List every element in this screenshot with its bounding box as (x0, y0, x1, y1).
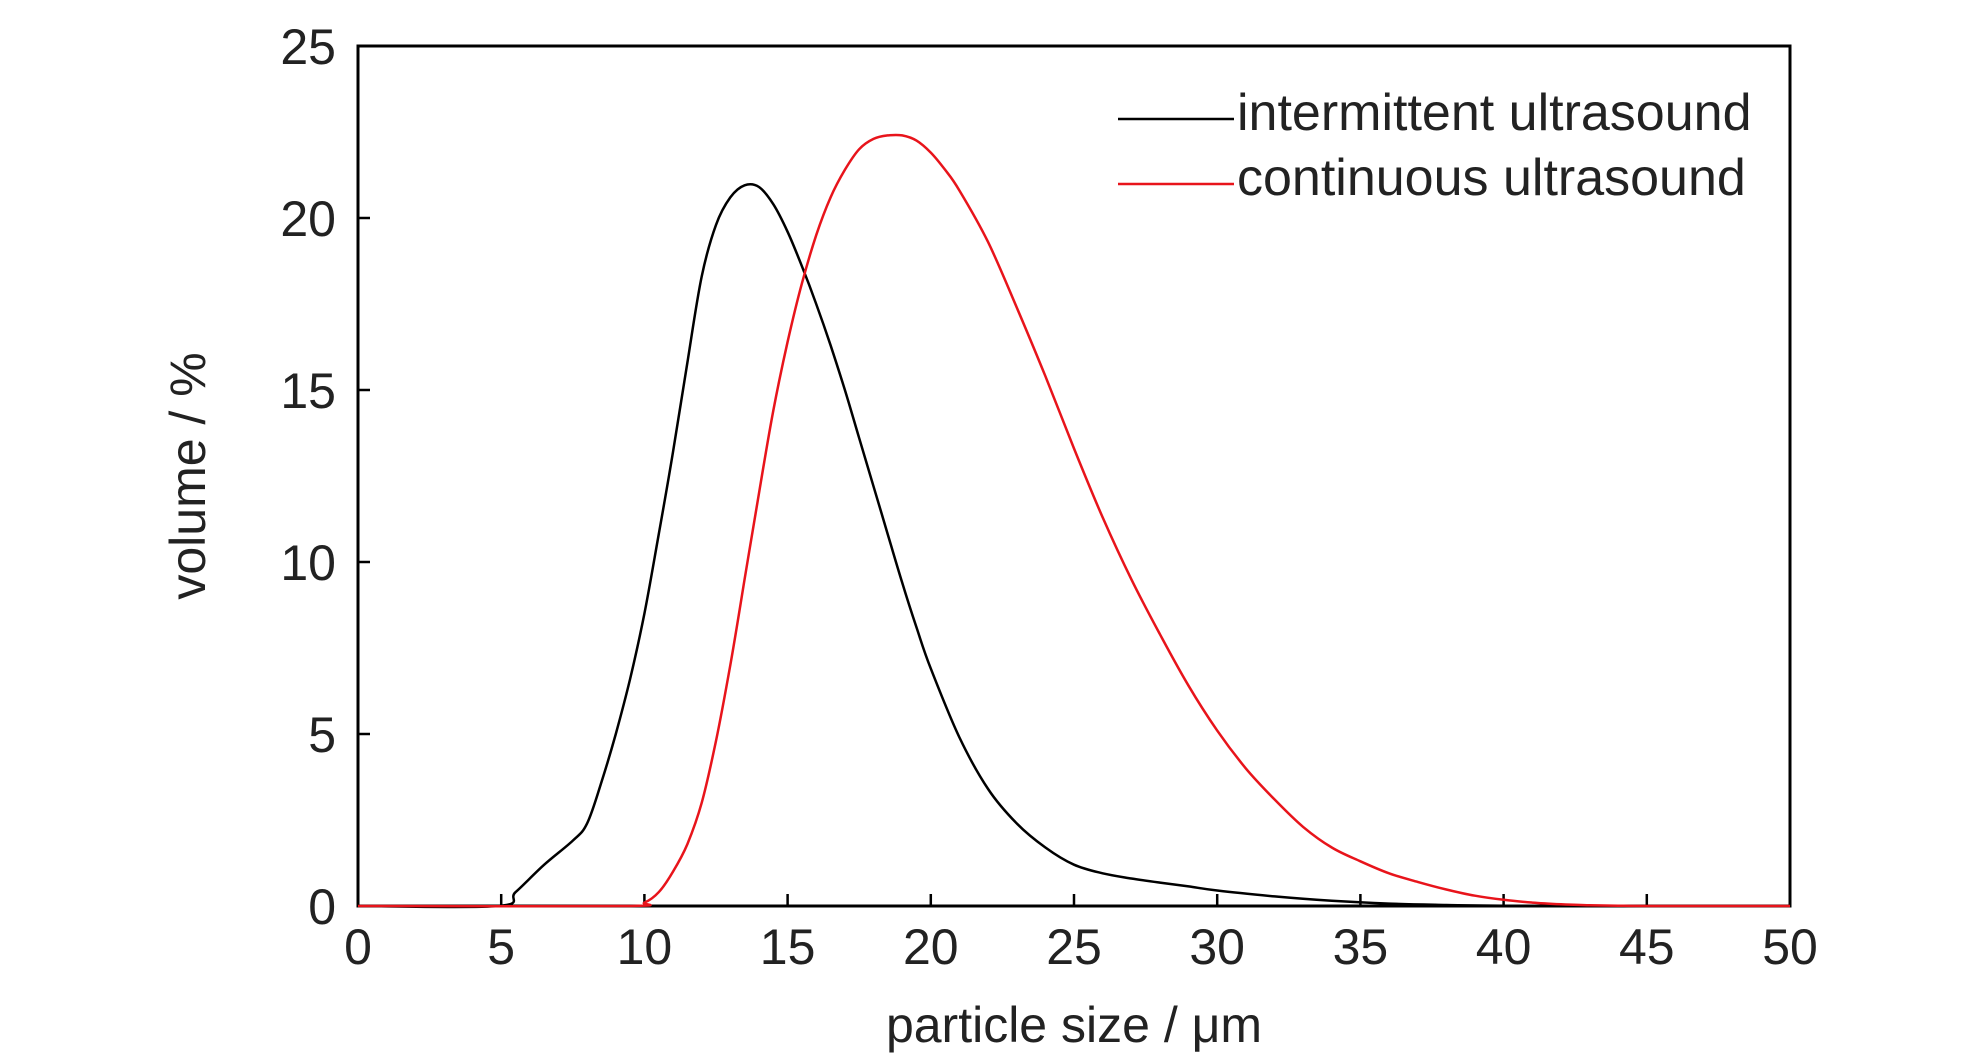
y-tick-label: 25 (280, 19, 336, 75)
y-axis-label: volume / % (160, 352, 216, 599)
series-line-intermittent-ultrasound (357, 183, 1791, 909)
x-tick-label: 40 (1476, 919, 1532, 975)
x-tick-label: 20 (903, 919, 959, 975)
legend-label-continuous-ultrasound: continuous ultrasound (1237, 149, 1746, 207)
x-tick-label: 25 (1046, 919, 1102, 975)
legend-label-intermittent-ultrasound: intermittent ultrasound (1237, 84, 1752, 142)
x-tick-label: 30 (1189, 919, 1245, 975)
tick-labels: 0 5 10 15 20 25 30 35 40 45 50 0 5 10 15 20 25 (280, 19, 1817, 975)
x-tick-label: 0 (344, 919, 372, 975)
series-group (357, 133, 1791, 909)
y-tick-label: 5 (308, 707, 336, 763)
series-line-continuous-ultrasound (357, 133, 1791, 908)
x-tick-label: 15 (760, 919, 816, 975)
x-tick-label: 5 (487, 919, 515, 975)
x-tick-label: 45 (1619, 919, 1675, 975)
y-tick-label: 0 (308, 879, 336, 935)
x-tick-label: 50 (1762, 919, 1818, 975)
y-tick-label: 10 (280, 535, 336, 591)
y-tick-label: 15 (280, 363, 336, 419)
y-tick-label: 20 (280, 191, 336, 247)
x-tick-label: 35 (1333, 919, 1389, 975)
legend: intermittent ultrasound continuous ultra… (1118, 84, 1752, 207)
x-tick-label: 10 (617, 919, 673, 975)
x-axis-label: particle size / μm (886, 997, 1262, 1053)
